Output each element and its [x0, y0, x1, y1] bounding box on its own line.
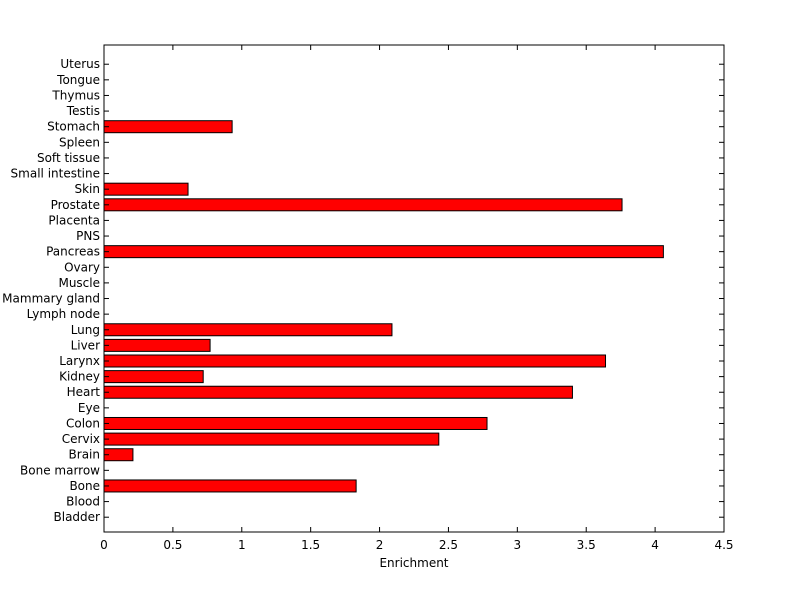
y-tick-label: Bone marrow [20, 463, 100, 477]
bar [103, 479, 357, 493]
x-tick-label: 2 [376, 538, 384, 552]
bar [103, 120, 233, 134]
bar [103, 245, 664, 259]
y-tick-label: PNS [76, 229, 100, 243]
y-tick-label: Eye [78, 401, 100, 415]
y-tick-label: Larynx [59, 354, 100, 368]
y-tick-label: Lung [71, 323, 100, 337]
y-tick-label: Bladder [54, 510, 101, 524]
y-tick-label: Uterus [60, 57, 100, 71]
y-tick-label: Kidney [59, 370, 100, 384]
x-axis-label: Enrichment [379, 556, 448, 570]
y-tick-label: Placenta [48, 213, 100, 227]
y-tick-label: Pancreas [46, 245, 100, 259]
y-tick-label: Testis [66, 104, 100, 118]
x-tick-label: 3.5 [577, 538, 596, 552]
y-tick-label: Spleen [59, 135, 100, 149]
y-tick-label: Skin [74, 182, 100, 196]
x-tick-label: 3 [514, 538, 522, 552]
y-tick-label: Liver [71, 338, 101, 352]
y-tick-label: Tongue [56, 73, 100, 87]
x-tick-label: 1.5 [301, 538, 320, 552]
ticks-group [103, 45, 725, 532]
bar [103, 416, 488, 430]
x-tick-label: 1 [238, 538, 246, 552]
x-tick-label: 2.5 [439, 538, 458, 552]
bar [103, 354, 607, 368]
y-tick-label: Bone [69, 479, 100, 493]
bar [103, 323, 393, 337]
bar [103, 338, 211, 352]
y-tick-label: Cervix [62, 432, 100, 446]
y-tick-label: Colon [66, 416, 100, 430]
x-tick-label: 0.5 [163, 538, 182, 552]
y-tick-label: Mammary gland [2, 292, 100, 306]
bar [103, 182, 189, 196]
y-tick-label: Soft tissue [37, 151, 100, 165]
y-tick-label: Ovary [64, 260, 100, 274]
x-tick-labels: 0 0.5 1 1.5 2 2.5 3 3.5 4 4.5 [100, 538, 733, 552]
y-tick-label: Brain [69, 448, 100, 462]
y-tick-label: Prostate [51, 198, 100, 212]
y-tick-label: Stomach [47, 120, 100, 134]
y-tick-label: Small intestine [11, 167, 100, 181]
x-tick-label: 4.5 [714, 538, 733, 552]
bar [103, 370, 204, 384]
y-tick-label: Thymus [51, 88, 100, 102]
x-tick-label: 4 [651, 538, 659, 552]
y-tick-label: Heart [67, 385, 101, 399]
x-tick-label: 0 [100, 538, 108, 552]
plot-area [104, 45, 724, 532]
y-tick-label: Lymph node [27, 307, 100, 321]
bar [103, 432, 440, 446]
y-tick-label: Blood [66, 495, 100, 509]
bar [103, 198, 623, 212]
y-tick-label: Muscle [58, 276, 100, 290]
bar [103, 385, 573, 399]
plot-frame [103, 44, 725, 533]
